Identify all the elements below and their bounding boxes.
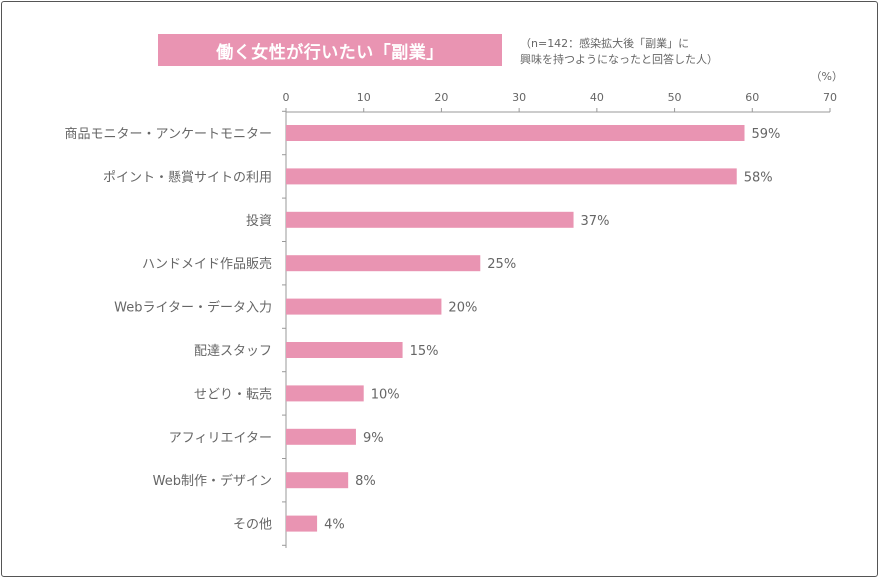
sample-note-line-2: 興味を持つようになったと回答した人） <box>520 53 718 66</box>
x-tick-label: 40 <box>590 91 604 104</box>
bar <box>286 385 364 402</box>
x-tick-label: 20 <box>434 91 448 104</box>
bar <box>286 168 737 185</box>
bar <box>286 515 318 532</box>
category-label: ハンドメイド作品販売 <box>142 256 272 272</box>
value-label: 37% <box>581 214 610 229</box>
category-label: Web制作・デザイン <box>153 473 272 489</box>
bar <box>286 342 403 358</box>
sample-note: （n=142：感染拡大後「副業」に 興味を持つようになったと回答した人） <box>520 36 790 68</box>
category-label: アフィリエイター <box>169 431 272 446</box>
value-label: 25% <box>487 257 516 272</box>
category-label: 配達スタッフ <box>194 344 272 359</box>
category-label: その他 <box>233 518 272 533</box>
category-label: ポイント・懸賞サイトの利用 <box>103 170 272 185</box>
value-label: 8% <box>355 474 376 489</box>
category-label: 投資 <box>246 213 272 229</box>
category-label: Webライター・データ入力 <box>114 300 272 316</box>
value-label: 20% <box>448 301 477 316</box>
x-tick-label: 50 <box>668 91 682 104</box>
chart-title: 働く女性が行いたい「副業」 <box>158 34 502 66</box>
bar <box>286 472 349 489</box>
x-tick-label: 70 <box>823 91 837 104</box>
bar <box>286 428 356 445</box>
bar <box>286 211 574 228</box>
x-tick-label: 30 <box>512 91 526 104</box>
bar <box>286 125 745 141</box>
value-label: 4% <box>324 518 345 533</box>
bar <box>286 298 442 315</box>
unit-label: （%） <box>811 70 843 83</box>
category-label: せどり・転売 <box>194 386 272 402</box>
x-tick-label: 60 <box>745 91 759 104</box>
value-label: 58% <box>744 170 773 185</box>
sample-note-line-1: （n=142：感染拡大後「副業」に <box>520 37 690 50</box>
category-label: 商品モニター・アンケートモニター <box>65 127 272 142</box>
value-label: 15% <box>410 344 439 359</box>
x-tick-label: 10 <box>357 91 371 104</box>
value-label: 9% <box>363 431 384 446</box>
bar <box>286 255 481 272</box>
x-tick-label: 0 <box>283 91 290 104</box>
value-label: 59% <box>752 127 781 142</box>
value-label: 10% <box>371 387 400 402</box>
